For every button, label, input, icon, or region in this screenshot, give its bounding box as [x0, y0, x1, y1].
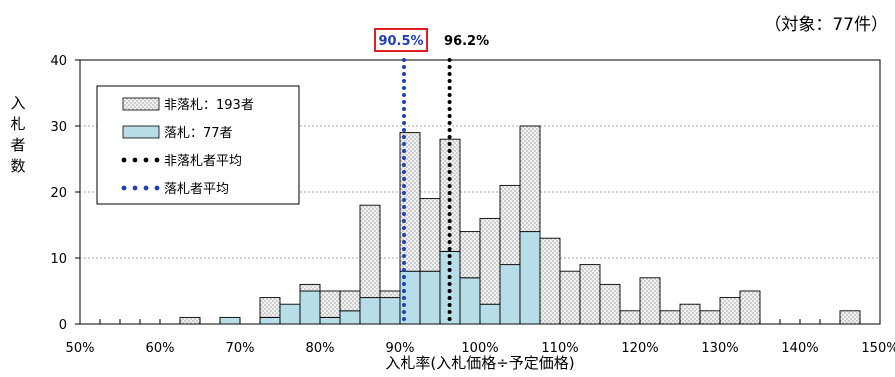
- legend-dot: [132, 185, 138, 191]
- x-tick-label: 120%: [621, 341, 658, 356]
- x-tick-label: 100%: [461, 341, 498, 356]
- legend-label: 落札：77者: [164, 126, 233, 141]
- bar-non-winning: [479, 217, 501, 305]
- legend-label: 落札者平均: [164, 182, 229, 197]
- bar-non-winning: [579, 264, 601, 325]
- bar-non-winning: [299, 283, 321, 292]
- bar-non-winning: [319, 290, 341, 318]
- bar-non-winning: [179, 316, 201, 325]
- legend-dot: [154, 157, 160, 163]
- legend-dot: [121, 185, 127, 191]
- bar-winning: [459, 277, 481, 325]
- average-lines: 96.2% 90.5%: [374, 28, 489, 326]
- y-tick-label: 10: [50, 252, 67, 267]
- chart-subtitle: （対象：77件）: [764, 15, 888, 35]
- y-tick-label: 40: [50, 54, 67, 69]
- x-tick-label: 150%: [861, 341, 895, 356]
- x-tick-label: 130%: [701, 341, 738, 356]
- bar-non-winning: [659, 310, 681, 325]
- bar-non-winning: [739, 290, 761, 325]
- x-tick-label: 140%: [781, 341, 818, 356]
- bar-non-winning: [499, 184, 521, 266]
- legend-dot: [121, 157, 127, 163]
- x-tick-label: 60%: [146, 341, 175, 356]
- average-label: 96.2%: [444, 34, 489, 49]
- bar-non-winning: [699, 310, 721, 325]
- y-axis-label: 入札者数: [10, 94, 25, 175]
- x-tick-label: 80%: [306, 341, 335, 356]
- bar-non-winning: [259, 297, 281, 318]
- bar-non-winning: [459, 231, 481, 279]
- y-tick-label: 30: [50, 120, 67, 135]
- x-axis-ticks: 50% 60% 70% 80% 90% 100% 110% 120% 130% 140% 150%: [66, 319, 895, 356]
- bar-non-winning: [679, 303, 701, 325]
- bar-non-winning: [619, 310, 641, 325]
- bar-winning: [479, 303, 501, 325]
- legend-swatch: [122, 97, 160, 111]
- legend-dot: [143, 157, 149, 163]
- bar-winning: [359, 297, 381, 325]
- legend-swatch: [122, 125, 160, 139]
- bar-winning: [519, 231, 541, 325]
- bar-winning: [379, 297, 401, 325]
- bar-non-winning: [559, 270, 581, 325]
- bar-winning: [419, 270, 441, 325]
- bar-winning: [499, 264, 521, 325]
- bar-non-winning: [639, 277, 661, 325]
- legend-label: 非落札者平均: [164, 154, 242, 169]
- bars: [179, 125, 861, 325]
- legend-dot: [132, 157, 138, 163]
- bar-non-winning: [419, 198, 441, 272]
- legend-dot: [143, 185, 149, 191]
- bar-non-winning: [719, 297, 741, 325]
- bar-non-winning: [599, 283, 621, 325]
- x-tick-label: 110%: [541, 341, 578, 356]
- y-tick-label: 20: [50, 186, 67, 201]
- x-tick-label: 70%: [226, 341, 255, 356]
- average-label: 90.5%: [378, 34, 423, 49]
- bar-winning: [219, 316, 241, 325]
- bar-winning: [299, 290, 321, 325]
- bar-non-winning: [839, 310, 861, 325]
- bar-winning: [319, 316, 341, 325]
- bar-winning: [259, 316, 281, 325]
- bar-non-winning: [379, 290, 401, 299]
- bar-non-winning: [439, 138, 461, 252]
- bar-non-winning: [359, 204, 381, 299]
- y-axis-ticks: 0 10 20 30 40: [50, 54, 80, 333]
- average-label-box: [374, 28, 428, 52]
- y-tick-label: 0: [59, 318, 67, 333]
- legend-dot: [154, 185, 160, 191]
- x-axis-label: 入札率(入札価格÷予定価格): [385, 354, 574, 372]
- bar-non-winning: [519, 125, 541, 233]
- bar-non-winning: [339, 290, 361, 312]
- bar-winning: [279, 303, 301, 325]
- x-tick-label: 90%: [386, 341, 415, 356]
- legend-label: 非落札：193者: [164, 98, 254, 113]
- x-tick-label: 50%: [66, 341, 95, 356]
- bar-winning: [339, 310, 361, 325]
- bar-non-winning: [539, 237, 561, 325]
